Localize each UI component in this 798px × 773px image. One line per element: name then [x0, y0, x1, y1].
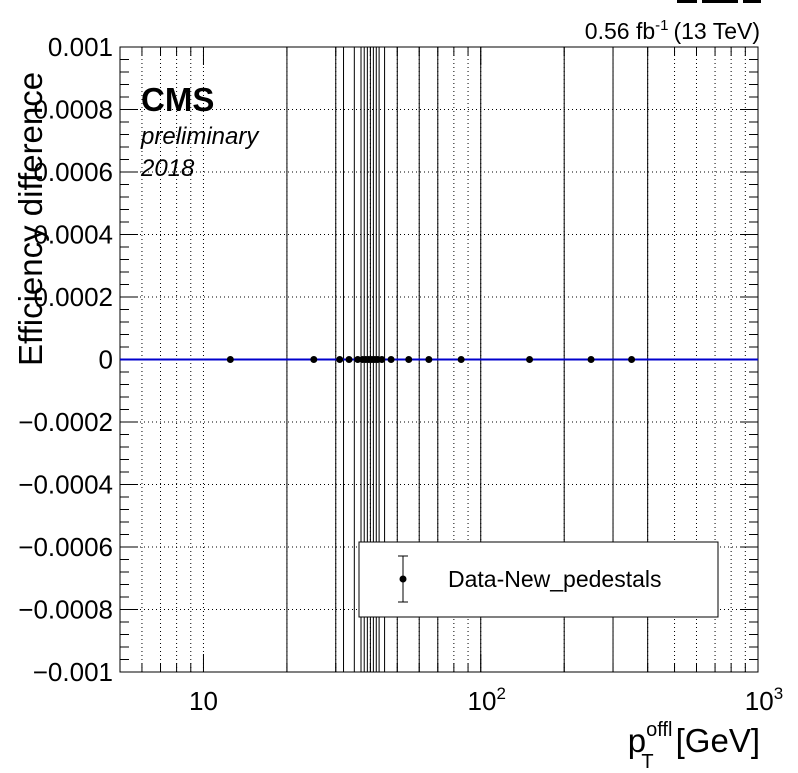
data-point [587, 356, 595, 363]
x-tick-label: 102 [468, 684, 506, 716]
legend-entry-label: Data-New_pedestals [448, 566, 662, 592]
y-tick-label: 0.0006 [33, 157, 113, 187]
y-tick-label: 0.001 [48, 32, 113, 62]
y-tick-label: 0.0008 [33, 95, 113, 125]
legend: Data-New_pedestals [358, 541, 719, 618]
data-point [336, 356, 344, 363]
data-points [226, 356, 636, 363]
y-axis-title: Efficiency difference [12, 72, 49, 366]
cms-year-label: 2018 [140, 155, 195, 182]
cms-preliminary-label: preliminary [140, 123, 260, 150]
data-point [526, 356, 534, 363]
legend-box [358, 541, 719, 618]
x-axis-title: poffl T[GeV] [628, 719, 760, 773]
legend-marker-point [399, 575, 407, 583]
data-point [405, 356, 413, 363]
y-tick-label: 0 [99, 345, 113, 375]
x-tick-label: 10 [189, 686, 218, 716]
top-edge-mark [702, 0, 738, 3]
y-tick-label: −0.0004 [18, 470, 113, 500]
x-tick-labels: 10 102 103 [189, 684, 783, 716]
y-tick-label: −0.0008 [18, 595, 113, 625]
data-point [226, 356, 234, 363]
data-point [387, 356, 395, 363]
data-point [457, 356, 465, 363]
y-tick-label: −0.0002 [18, 407, 113, 437]
y-tick-labels: 0.001 0.0008 0.0006 0.0004 0.0002 0 −0.0002 −0.… [18, 32, 113, 687]
y-tick-label: 0.0002 [33, 282, 113, 312]
cms-label: CMS [141, 81, 214, 118]
x-tick-label: 103 [745, 684, 783, 716]
lumi-label: 0.56 fb-1 (13 TeV) [585, 17, 760, 44]
y-tick-label: 0.0004 [33, 220, 113, 250]
data-point [425, 356, 433, 363]
data-point [378, 356, 386, 363]
data-point [628, 356, 636, 363]
top-edge-mark [743, 0, 761, 3]
data-point [310, 356, 318, 363]
data-point [354, 356, 362, 363]
y-tick-label: −0.0006 [18, 532, 113, 562]
y-tick-label: −0.001 [33, 657, 113, 687]
data-point [345, 356, 353, 363]
top-edge-mark [677, 0, 697, 3]
